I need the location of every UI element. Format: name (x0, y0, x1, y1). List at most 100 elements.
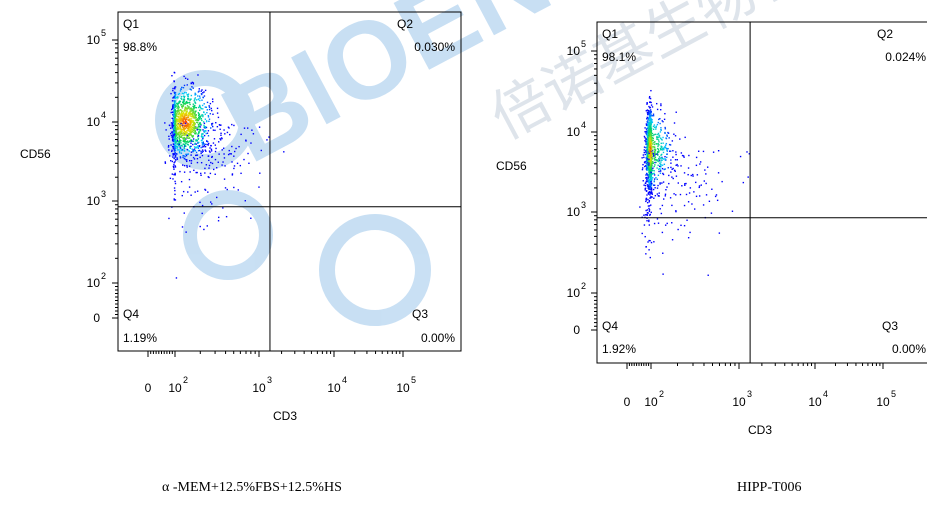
event-dot (209, 113, 212, 115)
event-dot (650, 118, 653, 121)
event-dot (189, 98, 191, 100)
event-dot (695, 181, 697, 184)
event-dot (650, 129, 652, 131)
event-dot (658, 160, 660, 163)
event-dot (663, 148, 665, 151)
event-dot (662, 147, 664, 150)
event-dot (653, 197, 655, 199)
event-dot (644, 127, 646, 129)
event-dot (680, 165, 682, 167)
event-dot (176, 147, 178, 149)
event-dot (182, 122, 184, 125)
event-dot (188, 127, 191, 129)
event-dot (204, 143, 207, 146)
event-dot (186, 159, 188, 161)
event-dot (654, 141, 656, 143)
event-dot (663, 118, 666, 121)
event-dot (200, 135, 203, 138)
event-dot (200, 146, 202, 149)
event-dot (186, 148, 188, 151)
event-dot (197, 147, 200, 149)
event-dot (654, 195, 657, 197)
event-dot (208, 105, 210, 107)
event-dot (648, 182, 651, 184)
event-dot (649, 106, 651, 109)
event-dot (647, 159, 649, 161)
event-dot (683, 204, 686, 207)
event-dot (662, 136, 664, 139)
event-dot (645, 199, 648, 201)
event-dot (189, 140, 192, 142)
event-dot (671, 204, 673, 207)
event-dot (649, 139, 651, 141)
event-dot (649, 174, 651, 176)
event-dot (649, 119, 651, 122)
event-dot (172, 140, 175, 143)
event-dot (671, 239, 674, 241)
event-dot (173, 107, 175, 110)
event-dot (173, 145, 175, 148)
svg-text:10: 10 (327, 381, 341, 395)
event-dot (185, 111, 187, 114)
quadrant-label-q3: Q3 (412, 307, 428, 321)
event-dot (177, 93, 180, 96)
event-dot (174, 130, 177, 132)
event-dot (181, 113, 184, 115)
event-dot (172, 165, 175, 168)
event-dot (203, 228, 205, 231)
event-dot (204, 172, 206, 174)
event-dot (687, 201, 690, 203)
event-dot (187, 141, 189, 143)
event-dot (178, 149, 180, 151)
event-dot (644, 165, 646, 168)
event-dot (647, 124, 650, 126)
event-dot (194, 142, 196, 145)
event-dot (191, 140, 193, 142)
event-dot (171, 173, 174, 175)
event-dot (650, 120, 653, 123)
event-dot (189, 88, 192, 90)
event-dot (200, 115, 202, 117)
event-dot (695, 156, 698, 159)
event-dot (675, 164, 677, 167)
event-dot (687, 167, 690, 169)
event-dot (184, 114, 186, 116)
event-dot (686, 219, 688, 221)
event-dot (680, 152, 683, 154)
event-dot (204, 127, 206, 129)
event-dot (192, 111, 195, 114)
event-dot (200, 108, 202, 110)
event-dot (186, 164, 188, 167)
event-dot (195, 106, 198, 109)
event-dot (184, 109, 186, 111)
event-dot (196, 161, 199, 164)
event-dot (647, 241, 649, 243)
event-dot (173, 162, 175, 164)
event-dot (174, 117, 177, 120)
event-dot (174, 180, 176, 183)
event-dot (202, 115, 204, 118)
event-dot (186, 122, 188, 124)
event-dot (646, 149, 649, 152)
quadrant-label-q4: Q4 (123, 307, 139, 321)
event-dot (643, 224, 646, 226)
event-dot (650, 152, 653, 155)
event-dot (202, 137, 204, 140)
event-dot (671, 140, 674, 142)
event-dot (187, 130, 189, 132)
event-dot (652, 188, 655, 191)
event-dot (666, 186, 668, 188)
y-axis-title: CD56 (496, 159, 527, 173)
event-dot (181, 111, 183, 113)
event-dot (648, 169, 650, 171)
event-dot (199, 123, 202, 126)
event-dot (648, 219, 650, 222)
event-dot (639, 206, 641, 208)
x-tick-label: 105 (396, 375, 416, 395)
event-dot (243, 158, 245, 161)
event-dot (225, 215, 228, 218)
event-dot (182, 104, 185, 106)
event-dot (665, 189, 667, 191)
svg-text:0: 0 (624, 395, 631, 409)
event-dot (201, 134, 203, 136)
